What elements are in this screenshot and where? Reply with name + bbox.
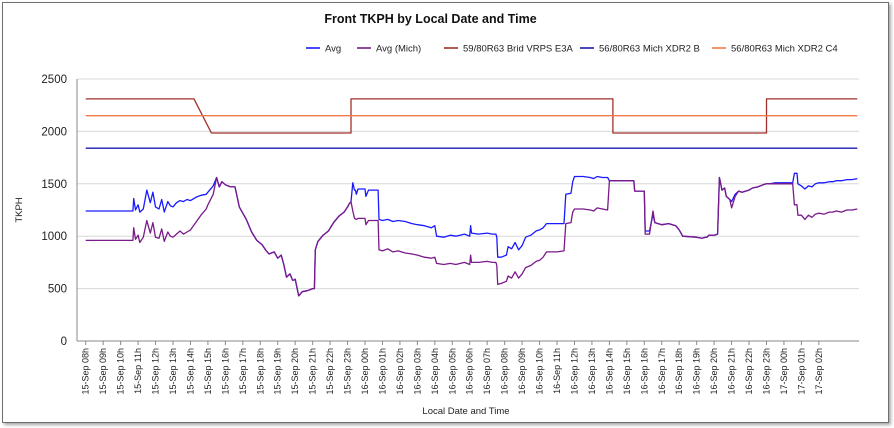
- x-tick-label: 15-Sep 22h: [325, 348, 335, 395]
- x-tick-label: 16-Sep 22h: [744, 348, 754, 395]
- x-tick-label: 15-Sep 18h: [255, 348, 265, 395]
- y-tick-label: 1000: [41, 231, 67, 243]
- x-tick-label: 16-Sep 20h: [709, 348, 719, 395]
- x-tick-label: 15-Sep 23h: [343, 348, 353, 395]
- x-tick-label: 16-Sep 17h: [657, 348, 667, 395]
- x-tick-label: 15-Sep 09h: [98, 348, 108, 395]
- legend-label: 56/80R63 Mich XDR2 B: [599, 44, 700, 55]
- x-tick-label: 15-Sep 15h: [203, 348, 213, 395]
- y-axis-label: TKPH: [14, 197, 25, 222]
- legend: Avg Avg (Mich) 59/80R63 Brid VRPS E3A 56/80…: [306, 44, 838, 55]
- gridlines: [77, 78, 859, 342]
- x-tick-label: 16-Sep 02h: [395, 348, 405, 395]
- x-tick-label: 16-Sep 09h: [517, 348, 527, 395]
- x-tick-label: 15-Sep 21h: [308, 348, 318, 395]
- x-tick-label: 15-Sep 08h: [81, 348, 91, 395]
- x-tick-label: 16-Sep 11h: [552, 348, 562, 394]
- x-tick-label: 15-Sep 16h: [220, 348, 230, 395]
- x-tick-label: 16-Sep 23h: [761, 348, 771, 395]
- series-line: [85, 176, 858, 297]
- legend-label: Avg (Mich): [376, 44, 421, 55]
- x-tick-label: 16-Sep 01h: [377, 348, 387, 395]
- x-tick-label: 15-Sep 10h: [116, 348, 126, 395]
- x-tick-label: 16-Sep 18h: [674, 348, 684, 395]
- legend-label: 56/80R63 Mich XDR2 C4: [731, 44, 838, 55]
- x-tick-label: 16-Sep 10h: [535, 348, 545, 395]
- x-tick-label: 16-Sep 07h: [482, 348, 492, 395]
- axes: [76, 79, 859, 345]
- x-tick-label: 15-Sep 13h: [168, 348, 178, 395]
- x-tick-label: 16-Sep 00h: [360, 348, 370, 395]
- x-tick-label: 15-Sep 14h: [185, 348, 195, 395]
- x-tick-label: 16-Sep 06h: [465, 348, 475, 395]
- x-tick-label: 15-Sep 19h: [273, 348, 283, 395]
- x-tick-label: 17-Sep 00h: [779, 348, 789, 395]
- x-tick-label: 17-Sep 01h: [796, 348, 806, 395]
- x-tick-label: 16-Sep 03h: [412, 348, 422, 395]
- legend-label: 59/80R63 Brid VRPS E3A: [463, 44, 574, 55]
- x-tick-label: 15-Sep 11h: [133, 348, 143, 394]
- y-tick-label: 0: [61, 336, 67, 348]
- series-layer: [85, 98, 858, 297]
- x-tick-label: 16-Sep 12h: [569, 348, 579, 395]
- x-tick-label: 15-Sep 12h: [151, 348, 161, 395]
- x-tick-label: 16-Sep 21h: [727, 348, 737, 395]
- y-tick-label: 2500: [41, 74, 67, 86]
- x-tick-label: 16-Sep 05h: [447, 348, 457, 395]
- x-axis-label: Local Date and Time: [422, 406, 509, 417]
- chart-title: Front TKPH by Local Date and Time: [324, 12, 537, 26]
- chart-frame: Front TKPH by Local Date and Time: [2, 2, 889, 423]
- x-tick-label: 16-Sep 15h: [622, 348, 632, 395]
- x-tick-label: 16-Sep 14h: [604, 348, 614, 395]
- x-tick-label: 16-Sep 13h: [587, 348, 597, 395]
- y-tick-label: 2000: [41, 126, 67, 138]
- legend-label: Avg: [325, 44, 341, 55]
- y-tick-label: 500: [48, 284, 67, 296]
- x-tick-label: 15-Sep 17h: [238, 348, 248, 395]
- x-tick-label: 16-Sep 04h: [430, 348, 440, 395]
- x-tick-label: 16-Sep 16h: [639, 348, 649, 395]
- x-tick-label: 16-Sep 19h: [692, 348, 702, 395]
- x-tick-labels: 15-Sep 08h 15-Sep 09h 15-Sep 10h 15-Sep 11h…: [81, 348, 824, 395]
- x-tick-label: 17-Sep 02h: [814, 348, 824, 395]
- x-tick-label: 16-Sep 08h: [500, 348, 510, 395]
- y-tick-labels: 0 500 1000 1500 2000 2500: [41, 74, 67, 348]
- y-tick-label: 1500: [41, 179, 67, 191]
- x-tick-label: 15-Sep 20h: [290, 348, 300, 395]
